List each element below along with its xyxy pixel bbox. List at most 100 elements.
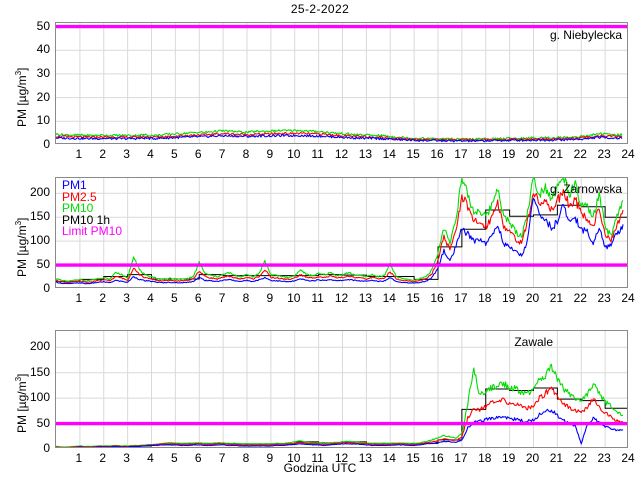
y-axis-label: PM [µg/m3]: [14, 67, 29, 127]
x-tick-label: 4: [147, 451, 154, 465]
legend-item-pm1: PM1: [62, 178, 87, 192]
panel-zawale: Zawale: [55, 330, 628, 448]
x-tick-label: 22: [573, 451, 587, 465]
x-tick-label: 2: [99, 147, 107, 161]
x-axis-label: Godzina UTC: [283, 461, 357, 475]
x-tick-label: 1: [75, 451, 83, 465]
x-tick-label: 23: [597, 147, 611, 161]
y-tick-label: 50: [36, 18, 50, 33]
x-tick-label: 6: [194, 451, 202, 465]
x-tick-label: 1: [75, 147, 83, 161]
panel-zarnowska: PM1 PM2.5 PM10 PM10 1h Limit PM10 g. Żar…: [55, 177, 628, 288]
y-tick-label: 200: [29, 339, 50, 354]
station-label-1: g. Żarnowska: [549, 182, 622, 196]
x-tick-label: 9: [266, 147, 274, 161]
x-tick-label: 5: [171, 451, 178, 465]
x-tick-label: 2: [99, 291, 107, 305]
y-tick-label: 0: [43, 441, 50, 455]
x-tick-label: 16: [430, 147, 444, 161]
x-tick-label: 22: [573, 147, 587, 161]
plot-area-1: [55, 177, 628, 288]
panel-niebylecka: g. Niebylecka: [55, 22, 628, 144]
x-tick-label: 19: [501, 451, 516, 465]
y-tick-label: 150: [29, 209, 50, 224]
x-tick-label: 17: [454, 451, 468, 465]
x-tick-label: 7: [218, 451, 226, 465]
station-label-2: Zawale: [514, 335, 553, 349]
x-tick-label: 15: [406, 291, 420, 305]
x-tick-label: 24: [621, 451, 635, 465]
x-tick-label: 14: [382, 451, 396, 465]
x-tick-label: 15: [406, 147, 420, 161]
x-tick-label: 21: [549, 147, 564, 161]
x-tick-label: 13: [358, 451, 373, 465]
y-tick-label: 40: [36, 42, 50, 57]
station-label-0: g. Niebylecka: [549, 28, 622, 42]
plot-svg-2: [56, 331, 627, 447]
y-tick-label: 150: [29, 364, 50, 379]
plot-svg-0: [56, 23, 627, 143]
x-tick-label: 9: [266, 451, 274, 465]
y-tick-label: 200: [29, 185, 50, 200]
x-tick-label: 14: [382, 147, 396, 161]
x-tick-label: 23: [597, 451, 611, 465]
x-tick-label: 3: [123, 291, 130, 305]
x-tick-label: 21: [549, 451, 564, 465]
y-tick-label: 20: [36, 89, 50, 104]
x-tick-label: 13: [358, 147, 373, 161]
legend: PM1 PM2.5 PM10 PM10 1h Limit PM10: [62, 178, 122, 238]
x-tick-label: 20: [525, 291, 540, 305]
x-tick-label: 5: [171, 291, 178, 305]
y-tick-label: 50: [36, 415, 50, 430]
y-axis-label: PM [µg/m3]: [14, 373, 29, 433]
x-tick-label: 11: [311, 291, 324, 305]
x-tick-label: 7: [218, 291, 226, 305]
x-tick-label: 13: [358, 291, 373, 305]
y-tick-label: 0: [43, 281, 50, 295]
x-tick-label: 18: [478, 451, 492, 465]
x-tick-label: 10: [287, 451, 301, 465]
plot-area-2: [55, 330, 628, 448]
x-tick-label: 22: [573, 291, 587, 305]
plot-area-0: [55, 22, 628, 144]
y-axis-label: PM [µg/m3]: [14, 217, 29, 277]
x-tick-label: 14: [382, 291, 396, 305]
x-tick-label: 11: [311, 451, 324, 465]
x-tick-label: 6: [194, 291, 202, 305]
x-tick-label: 11: [311, 147, 324, 161]
x-tick-label: 2: [99, 451, 107, 465]
legend-item-pm10: PM10: [62, 201, 94, 215]
y-tick-label: 50: [36, 257, 50, 272]
figure-title: 25-2-2022: [290, 2, 350, 16]
x-tick-label: 8: [242, 147, 250, 161]
x-tick-label: 19: [501, 147, 516, 161]
legend-item-pm25: PM2.5: [62, 189, 97, 204]
x-tick-label: 4: [147, 147, 154, 161]
x-tick-label: 4: [147, 291, 154, 305]
x-tick-label: 16: [430, 291, 444, 305]
y-tick-label: 0: [43, 137, 50, 151]
y-tick-label: 100: [29, 390, 50, 405]
x-tick-label: 12: [334, 291, 349, 305]
plot-svg-1: [56, 178, 627, 287]
x-tick-label: 9: [266, 291, 274, 305]
x-tick-label: 10: [287, 147, 301, 161]
y-tick-label: 100: [29, 233, 50, 248]
x-tick-label: 1: [75, 291, 83, 305]
x-tick-label: 21: [549, 291, 564, 305]
y-tick-label: 10: [36, 113, 50, 128]
x-tick-label: 19: [501, 291, 516, 305]
x-tick-label: 12: [334, 451, 349, 465]
x-tick-label: 6: [194, 147, 202, 161]
x-tick-label: 20: [525, 147, 540, 161]
x-tick-label: 24: [621, 147, 635, 161]
x-tick-label: 23: [597, 291, 611, 305]
x-tick-label: 8: [242, 291, 250, 305]
x-tick-label: 5: [171, 147, 178, 161]
legend-item-pm10-1h: PM10 1h: [62, 212, 111, 227]
x-tick-label: 8: [242, 451, 250, 465]
x-tick-label: 20: [525, 451, 540, 465]
x-tick-label: 16: [430, 451, 444, 465]
x-tick-label: 18: [478, 291, 492, 305]
